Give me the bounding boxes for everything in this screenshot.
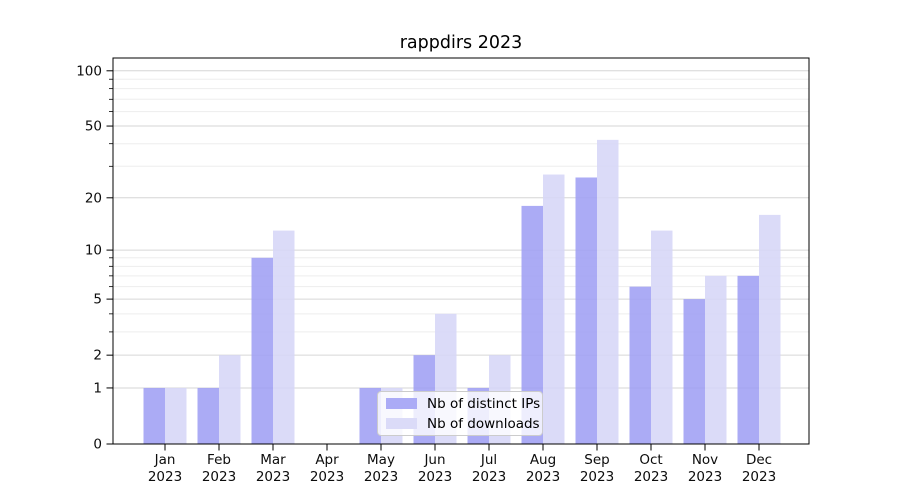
x-tick-label-year: 2023 [310,469,344,485]
bar-sep-downloads [597,139,619,444]
x-tick-label-month: Feb [207,452,231,468]
x-tick-label-year: 2023 [580,469,614,485]
bar-aug-downloads [543,174,565,444]
legend-label-downloads: Nb of downloads [427,415,540,432]
y-tick-label: 0 [93,437,102,453]
x-tick-label-month: Oct [639,452,662,468]
x-tick-label-year: 2023 [418,469,452,485]
bar-feb-distinct-ips [197,387,219,444]
y-tick-label: 10 [85,243,102,259]
legend-item-distinct-ips: Nb of distinct IPs [378,394,542,414]
legend-item-downloads: Nb of downloads [378,414,542,434]
x-tick-label-month: Aug [530,452,556,468]
bar-nov-distinct-ips [683,299,705,444]
x-tick-label-year: 2023 [634,469,668,485]
legend-swatch-distinct-ips [386,398,417,409]
x-tick-label-month: Mar [260,452,286,468]
x-tick-label-month: Sep [584,452,609,468]
y-tick-label: 1 [93,380,102,396]
bar-dec-distinct-ips [737,275,759,444]
bar-feb-downloads [219,355,241,444]
y-tick-label: 20 [85,190,102,206]
legend-label-distinct-ips: Nb of distinct IPs [427,395,541,412]
bar-oct-distinct-ips [629,286,651,444]
legend: Nb of distinct IPs Nb of downloads [377,391,543,436]
bar-mar-distinct-ips [251,257,273,444]
x-tick-label-year: 2023 [148,469,182,485]
bar-sep-distinct-ips [575,177,597,444]
x-tick-label-month: Dec [746,452,772,468]
x-tick-label-month: May [367,452,395,468]
bar-jan-distinct-ips [143,387,165,444]
bar-jan-downloads [165,387,187,444]
x-tick-label-month: Nov [692,452,718,468]
x-tick-label-year: 2023 [526,469,560,485]
plot-border [112,57,810,445]
x-tick-label-year: 2023 [742,469,776,485]
x-tick-label-month: Jun [423,452,445,468]
bar-oct-downloads [651,230,673,444]
x-tick-label-month: Jan [154,452,176,468]
y-tick-label: 100 [76,63,102,79]
y-tick-label: 50 [85,119,102,135]
x-tick-label-year: 2023 [688,469,722,485]
y-tick-label: 5 [93,292,102,308]
x-tick-label-month: Jul [480,452,497,468]
x-tick-label-year: 2023 [202,469,236,485]
bar-nov-downloads [705,275,727,444]
bar-mar-downloads [273,230,295,444]
bar-may-distinct-ips [359,387,381,444]
y-tick-label: 2 [93,348,102,364]
bar-dec-downloads [759,214,781,444]
x-tick-label-month: Apr [315,452,339,468]
x-tick-label-year: 2023 [256,469,290,485]
x-tick-label-year: 2023 [364,469,398,485]
legend-swatch-downloads [386,418,417,429]
chart-title: rappdirs 2023 [399,33,523,53]
bar-aug-distinct-ips [521,205,543,444]
x-tick-label-year: 2023 [472,469,506,485]
